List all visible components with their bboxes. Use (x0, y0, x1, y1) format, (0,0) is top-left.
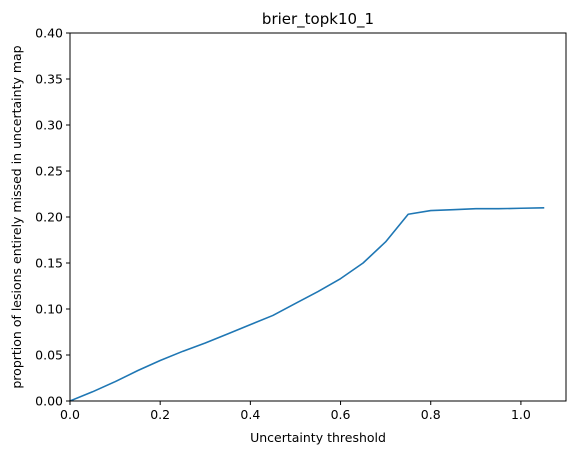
y-tick-label: 0.30 (35, 118, 63, 133)
y-tick-label: 0.25 (35, 164, 63, 179)
x-tick-label: 0.8 (421, 407, 441, 422)
x-tick-label: 0.0 (60, 407, 80, 422)
y-tick-label: 0.20 (35, 210, 63, 225)
plot-area: 0.0 0.2 0.4 0.6 0.8 1.0 0.00 0.05 0.10 0.15 0.20 0.… (35, 26, 567, 422)
series-line (68, 206, 545, 403)
chart-title: brier_topk10_1 (262, 10, 374, 29)
x-tick-label: 0.4 (240, 407, 260, 422)
y-tick-label: 0.40 (35, 26, 63, 41)
y-tick-label: 0.00 (35, 394, 63, 409)
plot-frame (69, 32, 567, 402)
y-axis-label: proprtion of lesions entirely missed in … (9, 45, 24, 388)
x-tick-label: 1.0 (511, 407, 531, 422)
y-tick-label: 0.10 (35, 302, 63, 317)
x-axis-label: Uncertainty threshold (250, 430, 386, 445)
y-tick-label: 0.15 (35, 256, 63, 271)
x-tick-label: 0.6 (331, 407, 351, 422)
y-tick-label: 0.35 (35, 72, 63, 87)
y-tick-label: 0.05 (35, 348, 63, 363)
x-tick-label: 0.2 (150, 407, 170, 422)
